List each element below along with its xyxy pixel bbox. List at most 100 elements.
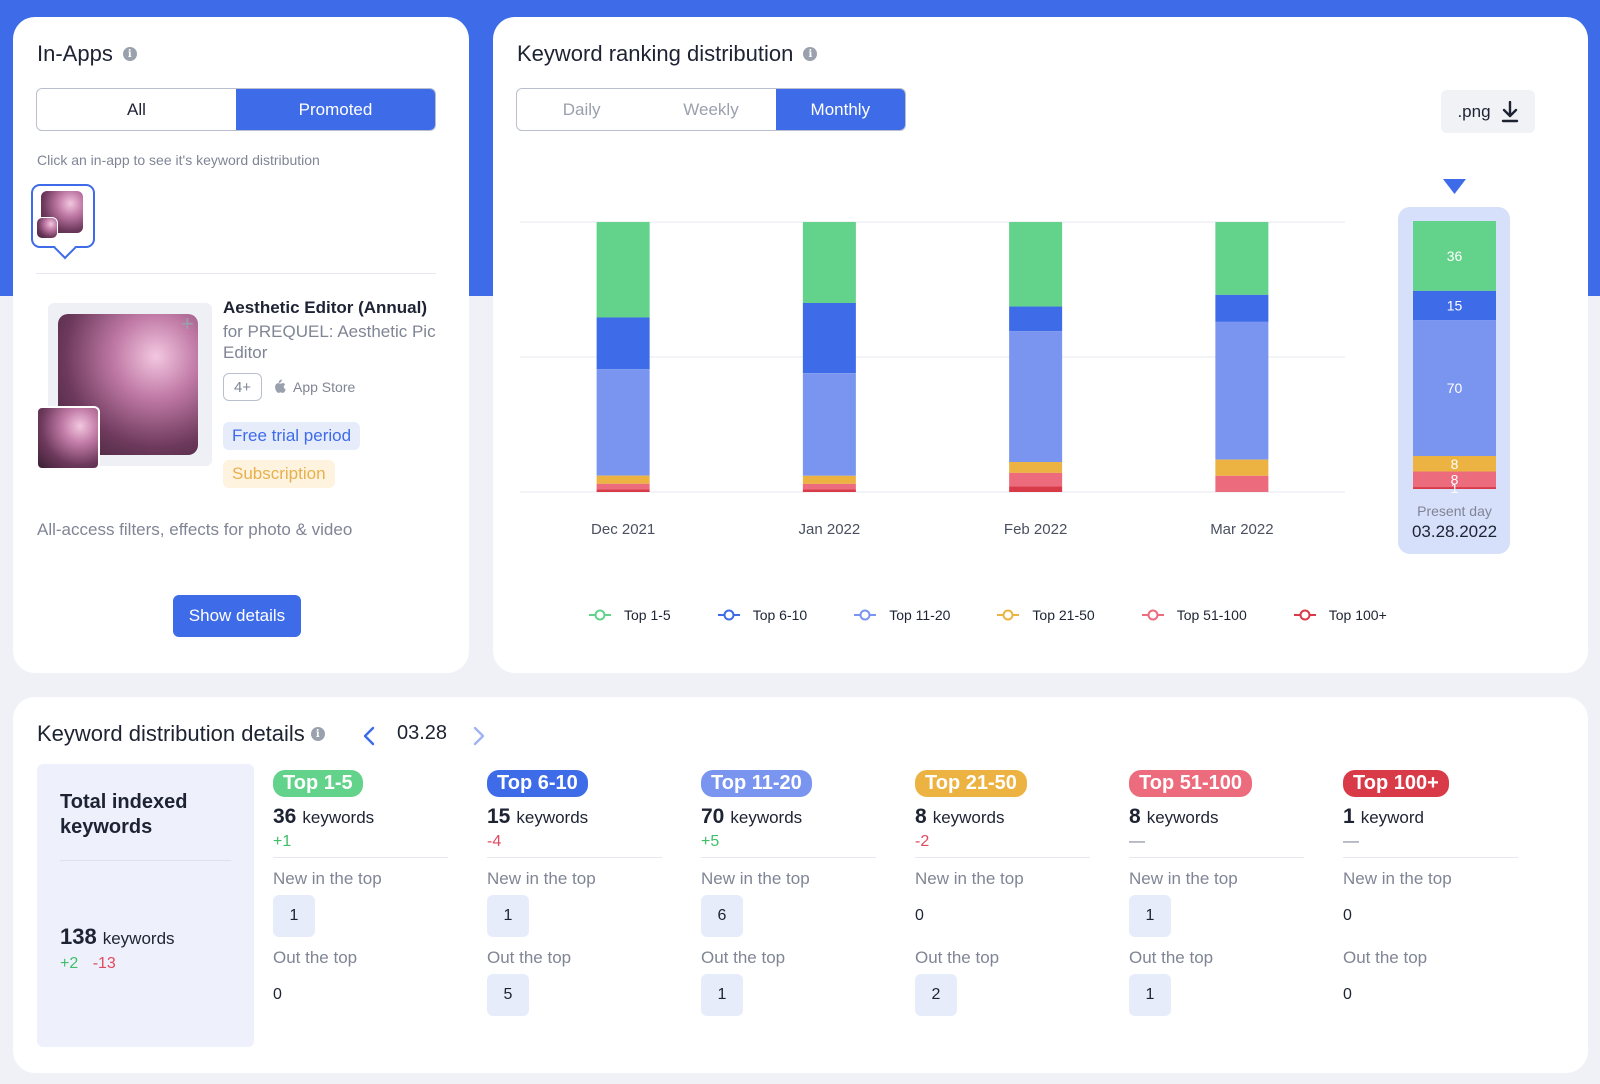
bar-segment <box>1009 306 1063 332</box>
total-indexed-title: Total indexed keywords <box>60 791 188 838</box>
tab-weekly[interactable]: Weekly <box>683 99 739 119</box>
out-the-top-value: 5 <box>487 974 662 1016</box>
ranking-chart: Dec 2021 Jan 2022 Feb 2022 Mar 2022 36 15 70 88… <box>520 179 1510 554</box>
bar-segment <box>596 489 650 492</box>
present-day-segment-label: 36 <box>1447 248 1463 264</box>
distribution-column: Top 100+ 1 keyword — New in the top 0 Out the … <box>1343 770 1518 1016</box>
divider <box>1343 857 1518 858</box>
value-box[interactable]: 6 <box>701 895 743 937</box>
present-day-label: Present day <box>1417 503 1492 519</box>
out-the-top-label: Out the top <box>701 948 786 967</box>
out-the-top-label: Out the top <box>915 948 1000 967</box>
in-app-thumbnail-selected[interactable] <box>31 184 95 248</box>
tab-monthly[interactable]: Monthly <box>775 89 905 130</box>
x-tick-label: Feb 2022 <box>1004 521 1067 538</box>
keywords-count: 36 keywords <box>273 805 375 828</box>
legend-item[interactable]: Top 21-50 <box>996 607 1095 623</box>
present-day-segment <box>1413 471 1496 488</box>
new-in-top-value: 1 <box>1129 895 1304 937</box>
info-icon[interactable]: i <box>122 47 137 61</box>
value-box[interactable]: 2 <box>915 974 957 1016</box>
new-in-top-value: 0 <box>915 895 1090 937</box>
bar-segment <box>1009 222 1063 307</box>
present-day-marker-icon <box>1443 179 1466 194</box>
legend-item[interactable]: Top 11-20 <box>853 607 950 623</box>
x-tick-label: Dec 2021 <box>591 521 655 538</box>
value-text: 0 <box>1343 907 1352 924</box>
present-day-segment <box>1413 221 1496 291</box>
out-the-top-value: 2 <box>915 974 1090 1016</box>
info-icon[interactable]: i <box>803 47 818 61</box>
total-indexed-panel: Total indexed keywords 138 keywords +2 -1… <box>37 764 254 1047</box>
new-in-top-label: New in the top <box>915 869 1024 888</box>
in-app-name: Aesthetic Editor (Annual) <box>223 298 428 317</box>
download-icon <box>1501 100 1518 122</box>
new-in-top-value: 0 <box>1343 895 1518 937</box>
value-box[interactable]: 1 <box>273 895 315 937</box>
bar-segment <box>1009 472 1063 487</box>
range-badge: Top 100+ <box>1343 770 1449 797</box>
chart-legend: Top 1-5 Top 6-10 Top 11-20 Top 21-50 Top 51-… <box>588 607 1433 623</box>
present-day-segment <box>1413 455 1496 472</box>
value-box[interactable]: 1 <box>1129 974 1171 1016</box>
divider <box>1129 857 1304 858</box>
legend-label: Top 6-10 <box>752 607 808 623</box>
distribution-column: Top 1-5 36 keywords +1 New in the top 1 Out th… <box>273 770 448 1016</box>
show-details-button[interactable]: Show details <box>173 595 301 637</box>
out-the-top-value: 1 <box>701 974 876 1016</box>
divider <box>36 273 436 274</box>
bar-segment <box>1215 321 1269 460</box>
divider <box>60 860 231 861</box>
x-tick-label: Mar 2022 <box>1210 521 1273 538</box>
value-box[interactable]: 5 <box>487 974 529 1016</box>
value-text: 0 <box>273 986 282 1003</box>
next-date-chevron-icon[interactable] <box>473 726 485 746</box>
legend-marker-icon <box>1293 609 1316 621</box>
info-icon[interactable]: i <box>310 727 325 741</box>
keywords-delta: — <box>1343 833 1359 850</box>
present-day-segment <box>1413 320 1496 456</box>
selected-date: 03.28 <box>397 722 448 744</box>
range-badge: Top 21-50 <box>915 770 1027 797</box>
in-apps-title: In-Apps i <box>37 41 137 67</box>
keywords-delta: +1 <box>273 833 292 850</box>
range-badge: Top 11-20 <box>701 770 812 797</box>
bar-segment <box>1009 486 1063 492</box>
out-the-top-value: 1 <box>1129 974 1304 1016</box>
divider <box>487 857 662 858</box>
legend-label: Top 1-5 <box>624 607 671 623</box>
in-apps-filter: All Promoted <box>36 88 436 131</box>
keywords-count: 15 keywords <box>487 805 589 828</box>
value-box[interactable]: 1 <box>487 895 529 937</box>
legend-item[interactable]: Top 100+ <box>1293 607 1387 623</box>
keywords-count: 70 keywords <box>701 805 803 828</box>
keywords-delta: -2 <box>915 833 930 850</box>
tab-daily[interactable]: Daily <box>562 99 601 119</box>
new-in-top-label: New in the top <box>487 869 596 888</box>
legend-marker-icon <box>997 609 1020 621</box>
out-the-top-label: Out the top <box>1129 948 1214 967</box>
legend-item[interactable]: Top 1-5 <box>588 607 671 623</box>
bar-segment <box>596 222 650 318</box>
total-delta-minus: -13 <box>92 955 116 972</box>
export-png-button[interactable]: .png <box>1441 90 1535 133</box>
store-label: App Store <box>293 379 356 395</box>
legend-label: Top 11-20 <box>889 607 951 623</box>
bar-segment <box>1215 459 1269 476</box>
legend-item[interactable]: Top 6-10 <box>717 607 807 623</box>
keywords-delta: — <box>1129 833 1145 850</box>
legend-item[interactable]: Top 51-100 <box>1141 607 1247 623</box>
present-day-segment-label: 15 <box>1447 297 1463 313</box>
value-box[interactable]: 1 <box>701 974 743 1016</box>
bar-segment <box>802 222 856 303</box>
details-title: Keyword distribution details i <box>37 721 325 747</box>
legend-label: Top 21-50 <box>1032 607 1095 623</box>
out-the-top-label: Out the top <box>273 948 358 967</box>
filter-promoted-button[interactable]: Promoted <box>236 89 435 130</box>
filter-all-button[interactable]: All <box>127 99 146 119</box>
out-the-top-value: 0 <box>273 974 448 1016</box>
value-box[interactable]: 1 <box>1129 895 1171 937</box>
present-day-segment <box>1413 290 1496 321</box>
legend-marker-icon <box>854 609 877 621</box>
prev-date-chevron-icon[interactable] <box>363 726 375 746</box>
